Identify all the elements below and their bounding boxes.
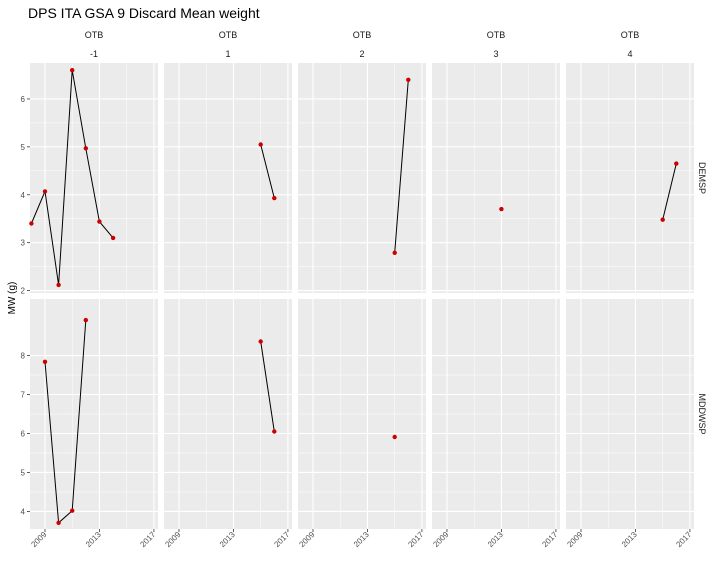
facet-col-label: -1	[90, 49, 98, 59]
facet-panel	[432, 299, 560, 529]
x-tick-label: 2013	[218, 530, 237, 549]
x-tick-label: 2017	[138, 530, 157, 549]
series-line	[44, 320, 87, 524]
y-tick-label: 7	[21, 391, 26, 400]
x-tick-label: 2017	[540, 530, 559, 549]
facet-panel	[566, 299, 694, 529]
series-line	[260, 144, 275, 199]
data-point	[70, 508, 75, 513]
data-point	[70, 68, 75, 73]
panel-background	[164, 63, 292, 293]
x-tick-label: 2009	[565, 530, 584, 549]
panel-background	[432, 63, 560, 293]
data-point	[56, 282, 61, 288]
facet-row-label: DEMSP	[697, 162, 707, 194]
facet-panel	[298, 63, 426, 293]
series-line	[662, 163, 677, 220]
facet-col-header: OTB	[85, 30, 104, 40]
data-point	[660, 217, 665, 222]
data-point	[83, 146, 89, 151]
x-tick-label: 2013	[352, 530, 371, 549]
y-tick-label: 6	[21, 95, 26, 104]
facet-panel	[30, 63, 158, 293]
facet-panel	[164, 299, 292, 529]
data-point	[42, 189, 48, 194]
y-tick-label: 4	[21, 507, 26, 516]
data-point	[258, 142, 263, 147]
series-line	[394, 79, 409, 253]
facet-col-header: OTB	[621, 30, 640, 40]
facet-col-header: OTB	[487, 30, 506, 40]
facet-panel	[432, 63, 560, 293]
y-tick-label: 5	[21, 468, 26, 477]
x-tick-label: 2017	[406, 530, 425, 549]
panel-background	[566, 63, 694, 293]
panel-background	[30, 63, 158, 293]
y-axis-title: MW (g)	[7, 282, 18, 315]
data-point	[272, 195, 277, 201]
x-tick-label: 2009	[29, 530, 48, 549]
x-tick-label: 2013	[486, 530, 505, 549]
x-tick-label: 2017	[674, 530, 693, 549]
y-tick-label: 4	[21, 191, 26, 200]
data-point	[258, 339, 263, 344]
series-line	[260, 341, 275, 432]
x-tick-label: 2009	[163, 530, 182, 549]
panel-background	[298, 63, 426, 293]
facet-panel	[164, 63, 292, 293]
data-point	[29, 221, 34, 226]
panels	[29, 63, 694, 529]
data-point	[406, 77, 411, 83]
data-point	[499, 206, 504, 212]
y-tick-label: 3	[21, 239, 26, 248]
x-tick-label: 2017	[272, 530, 291, 549]
data-point	[392, 250, 397, 255]
facet-col-label: 4	[627, 49, 632, 59]
facet-col-header: OTB	[353, 30, 372, 40]
chart-title: DPS ITA GSA 9 Discard Mean weight	[28, 5, 260, 21]
data-point	[392, 434, 397, 440]
x-tick-label: 2013	[620, 530, 639, 549]
y-tick-label: 2	[21, 287, 26, 296]
facet-panel	[566, 63, 694, 293]
facet-row-label: MDDWSP	[697, 394, 707, 435]
y-tick-label: 8	[21, 352, 26, 361]
facet-col-label: 1	[225, 49, 230, 59]
x-tick-label: 2009	[431, 530, 450, 549]
y-tick-label: 6	[21, 429, 26, 438]
facet-strips: OTB -1 OTB 1 OTB 2 OTB 3 OTB 4 DEMSP MDDWSP	[85, 30, 707, 435]
data-point	[83, 317, 89, 323]
data-point	[42, 359, 48, 364]
facet-col-label: 3	[493, 49, 498, 59]
facet-col-label: 2	[359, 49, 364, 59]
facet-col-header: OTB	[219, 30, 238, 40]
facet-panel	[30, 299, 158, 529]
data-point	[674, 161, 679, 166]
data-point	[56, 520, 61, 525]
x-tick-label: 2013	[84, 530, 103, 549]
y-tick-label: 5	[21, 143, 26, 152]
data-point	[97, 219, 102, 224]
x-tick-label: 2009	[297, 530, 316, 549]
data-point	[110, 235, 116, 241]
data-point	[272, 429, 277, 434]
facet-panel	[298, 299, 426, 529]
